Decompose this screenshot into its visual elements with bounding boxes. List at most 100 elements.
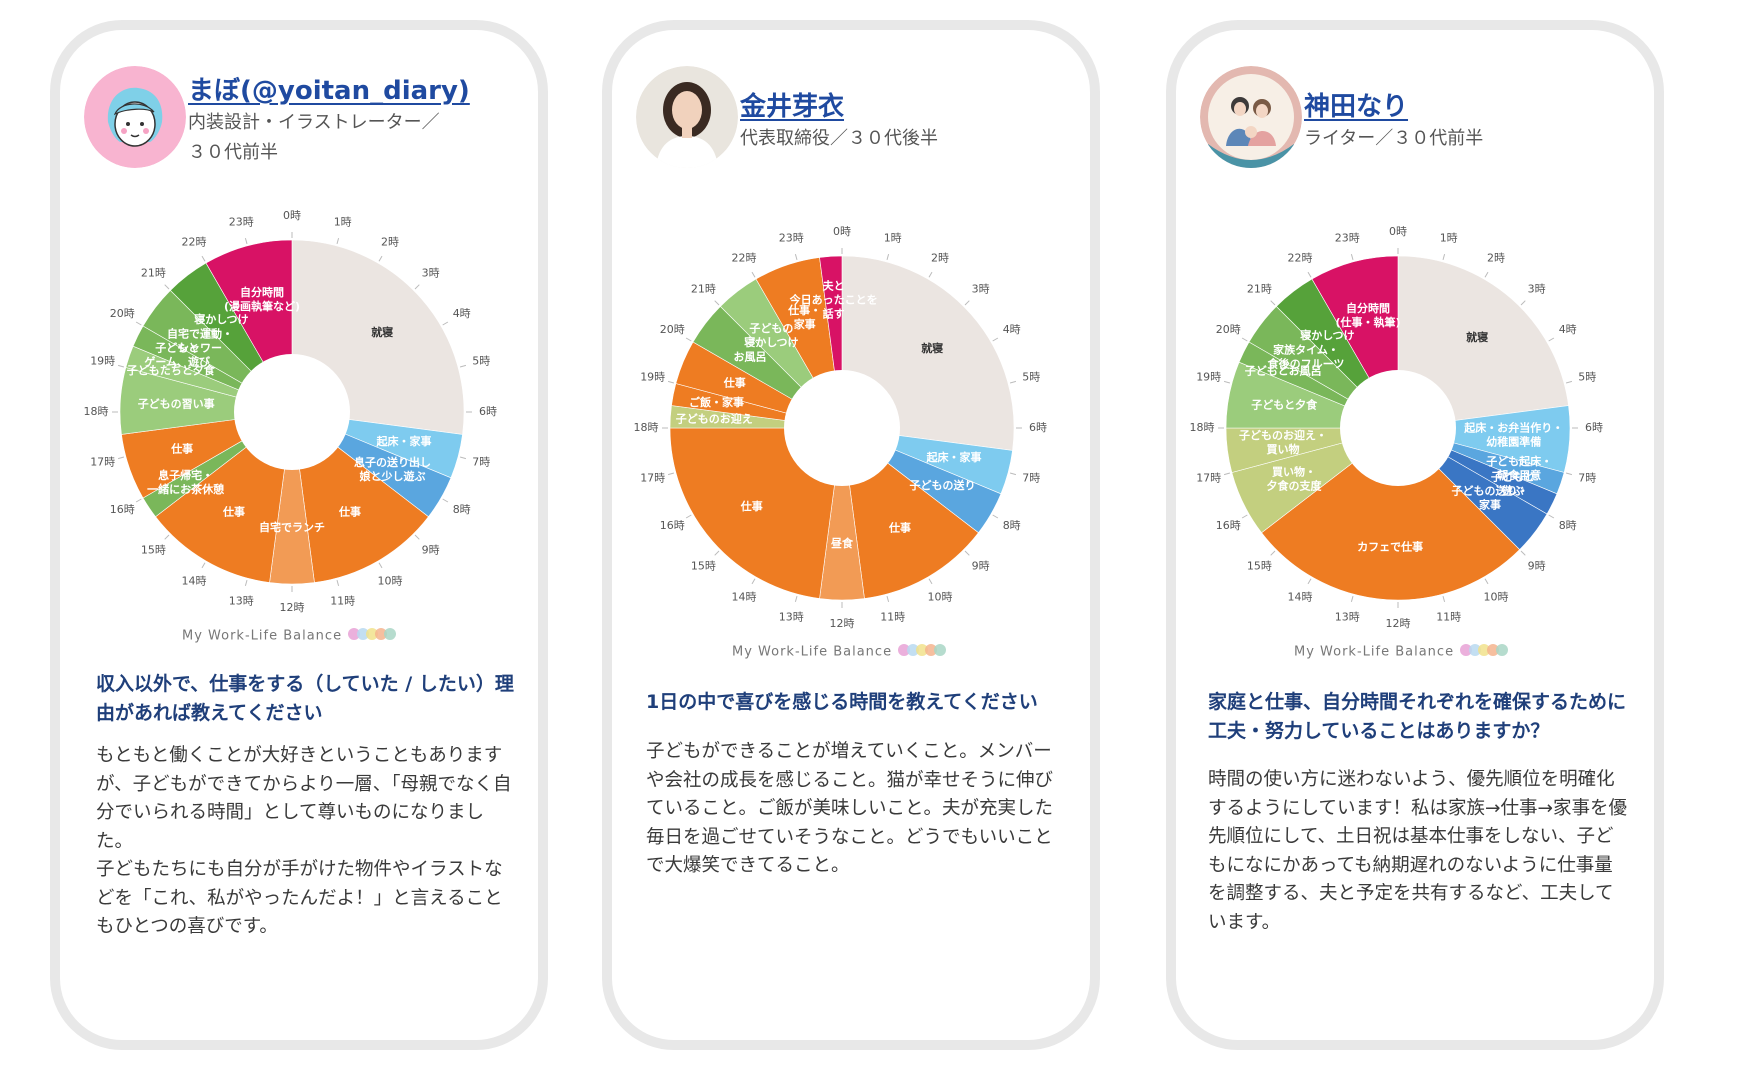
segment-label: 就寝: [921, 341, 943, 355]
hour-tick-mark: [164, 284, 170, 290]
hour-tick-label: 1時: [334, 216, 352, 229]
segment-label: 昼食: [830, 536, 854, 550]
pastel-dots-icon: [348, 628, 397, 644]
hour-tick-label: 16時: [660, 519, 685, 532]
donut-segment: [1261, 427, 1521, 601]
hour-tick-mark: [928, 578, 933, 585]
hour-tick-label: 9時: [422, 544, 440, 557]
profile-card-kanda: 神田なり ライター／３０代前半 就寝 起床・お弁当作り・幼稚園準備 子ども起床・朝食…: [1166, 20, 1664, 1050]
avatar: [636, 66, 738, 168]
answer-text: もともと働くことが大好きということもありますが、子どもができてからより一層、「母…: [96, 742, 516, 942]
hour-tick-mark: [1009, 472, 1017, 476]
hour-tick-mark: [442, 321, 449, 326]
hour-tick-mark: [164, 534, 170, 540]
hour-tick-label: 20時: [660, 323, 685, 336]
segment-label: お風呂: [734, 350, 767, 363]
hour-tick-label: 5時: [472, 354, 490, 367]
avatar: [84, 66, 186, 168]
hour-tick-label: 0時: [283, 209, 301, 222]
portrait-photo-icon: [636, 66, 738, 168]
answer-paragraph: もともと働くことが大好きということもありますが、子どもができてからより一層、「母…: [96, 745, 512, 852]
hour-tick-label: 1時: [1440, 232, 1458, 245]
person-name[interactable]: まぼ(@yoitan_diary): [188, 76, 470, 106]
hour-tick-mark: [201, 562, 206, 569]
hour-tick-mark: [1223, 380, 1231, 384]
segment-label: 子どもの送り・家事: [1452, 484, 1529, 512]
hour-tick-label: 8時: [1559, 519, 1577, 532]
hour-tick-mark: [964, 300, 970, 306]
daily-schedule-donut-chart: 就寝起床・家事子どもの送り仕事昼食仕事子どものお迎えご飯・家事仕事お風呂子どもの…: [634, 225, 1048, 630]
segment-label: 夫と今日あったことを話す: [789, 278, 878, 320]
segment-label: 子どもの送り: [910, 478, 976, 492]
illustrated-face-icon: [84, 66, 186, 168]
hour-tick-mark: [714, 550, 720, 556]
person-name[interactable]: 神田なり: [1304, 92, 1409, 122]
hour-tick-label: 10時: [378, 575, 403, 588]
hour-tick-label: 22時: [732, 251, 757, 264]
hour-tick-mark: [1270, 300, 1276, 306]
person-role: 代表取締役／３０代後半: [740, 124, 938, 154]
segment-label: 息子帰宅・一緒にお茶休憩: [147, 468, 224, 496]
hour-tick-mark: [1548, 514, 1555, 519]
hour-tick-label: 12時: [830, 617, 855, 630]
hour-tick-label: 19時: [640, 370, 665, 383]
segment-label: 起床・家事: [376, 434, 432, 448]
answer-text: 子どもができることが増えていくこと。メンバーや会社の成長を感じること。猫が幸せそ…: [646, 738, 1056, 881]
hour-tick-label: 13時: [779, 610, 804, 623]
hour-tick-mark: [667, 472, 675, 476]
brand-footer: My Work-Life Balance: [1294, 644, 1509, 660]
profile-card-kanai: 金井芽衣 代表取締役／３０代後半 就寝 起床・家事 子どもの送り 仕事 昼食 仕事 子どもの…: [602, 20, 1100, 1050]
daily-schedule-donut-chart: 就寝起床・お弁当作り・幼稚園準備子ども起床・朝食用意子どもと遊ぶ子どもの送り・家…: [1190, 225, 1604, 630]
segment-label: 仕事: [338, 505, 361, 519]
hour-tick-label: 17時: [90, 456, 115, 469]
hour-tick-mark: [794, 253, 798, 261]
hour-tick-mark: [751, 271, 756, 278]
question-heading: 家庭と仕事、自分時間それぞれを確保するために工夫・努力していることはありますか？: [1208, 691, 1627, 742]
hour-tick-label: 0時: [833, 225, 851, 238]
segment-label: 寝かしつけ: [194, 312, 248, 326]
person-role: 内装設計・イラストレーター／ ３０代前半: [188, 108, 440, 168]
hour-tick-label: 3時: [1528, 282, 1546, 295]
hour-tick-mark: [201, 255, 206, 262]
hour-tick-mark: [1520, 300, 1526, 306]
person-name[interactable]: 金井芽衣: [740, 92, 845, 122]
hour-tick-label: 18時: [1190, 421, 1215, 434]
segment-label: 仕事: [740, 499, 763, 513]
hour-tick-label: 13時: [1335, 610, 1360, 623]
hour-tick-label: 20時: [1216, 323, 1241, 336]
daily-schedule-donut-chart: 就寝起床・家事息子の送り出し娘と少し遊ぶ仕事自宅でランチ仕事息子帰宅・一緒にお茶…: [84, 209, 498, 614]
hour-tick-label: 2時: [1487, 251, 1505, 264]
hour-tick-label: 5時: [1578, 370, 1596, 383]
hour-tick-mark: [378, 255, 383, 262]
hour-tick-mark: [1548, 337, 1555, 342]
segment-label: 就寝: [371, 325, 393, 339]
brand-footer: My Work-Life Balance: [182, 628, 397, 644]
role-line: 代表取締役／３０代後半: [740, 128, 938, 149]
hour-tick-mark: [685, 514, 692, 519]
segment-label: 子どものお迎え: [676, 412, 753, 426]
hour-tick-label: 22時: [182, 235, 207, 248]
hour-tick-mark: [244, 237, 248, 245]
hour-tick-mark: [1350, 595, 1354, 603]
hour-tick-mark: [1307, 578, 1312, 585]
segment-label: 買い物・夕食の支度: [1267, 464, 1323, 492]
hour-tick-mark: [378, 562, 383, 569]
hour-tick-mark: [1442, 253, 1446, 261]
donut-segment: [1397, 255, 1569, 429]
hour-tick-label: 6時: [1029, 421, 1047, 434]
hour-tick-label: 2時: [931, 251, 949, 264]
hour-tick-mark: [992, 514, 999, 519]
donut-hole: [784, 370, 900, 486]
segment-label: 息子の送り出し娘と少し遊ぶ: [354, 455, 431, 483]
hour-tick-label: 15時: [691, 560, 716, 573]
hour-tick-mark: [1241, 337, 1248, 342]
hour-tick-label: 15時: [141, 544, 166, 557]
hour-tick-label: 6時: [1585, 421, 1603, 434]
hour-tick-mark: [992, 337, 999, 342]
hour-tick-label: 7時: [1578, 472, 1596, 485]
hour-tick-label: 8時: [1003, 519, 1021, 532]
hour-tick-label: 4時: [1003, 323, 1021, 336]
segment-label: カフェで仕事: [1357, 540, 1423, 554]
hour-tick-label: 16時: [110, 503, 135, 516]
hour-tick-mark: [336, 237, 340, 245]
